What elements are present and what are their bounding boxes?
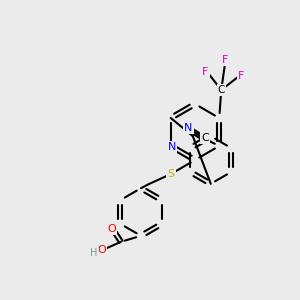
Text: F: F (202, 67, 208, 77)
Text: F: F (222, 55, 228, 65)
Text: F: F (238, 71, 244, 81)
Text: N: N (168, 142, 176, 152)
Text: S: S (167, 169, 175, 179)
Text: C: C (218, 85, 225, 95)
Text: H: H (90, 248, 98, 258)
Text: O: O (98, 245, 106, 255)
Text: N: N (184, 123, 192, 133)
Text: C: C (201, 133, 209, 143)
Text: O: O (108, 224, 116, 234)
